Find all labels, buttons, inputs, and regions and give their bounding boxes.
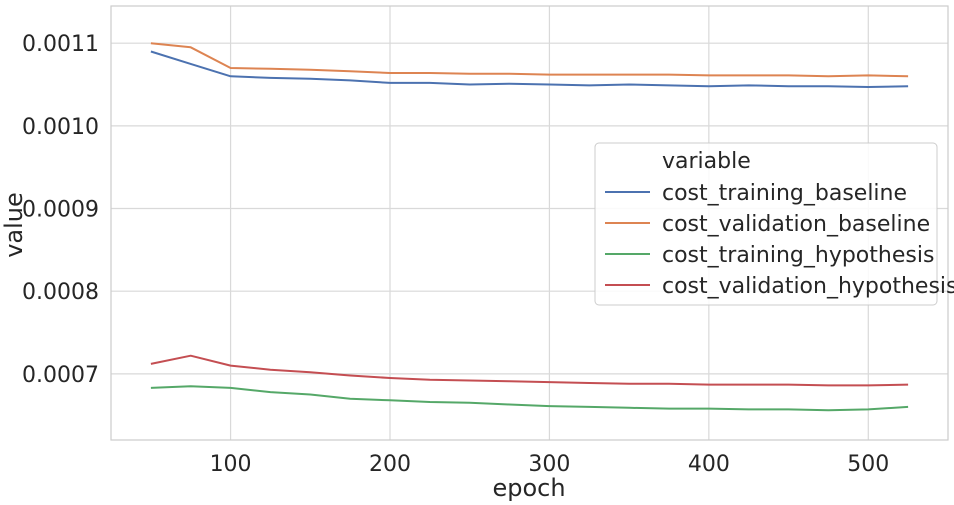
- legend-entry: cost_training_baseline: [662, 181, 907, 206]
- series-line-cost-training-hypothesis: [150, 385, 909, 412]
- y-tick-label: 0.0007: [22, 363, 99, 388]
- legend-entry: cost_training_hypothesis: [662, 243, 934, 268]
- series-line-cost-validation-hypothesis: [150, 354, 909, 387]
- legend: variable cost_training_baseline cost_vali…: [594, 142, 954, 306]
- legend-title: variable: [662, 149, 751, 174]
- y-tick-label: 0.0008: [22, 280, 99, 305]
- x-tick-label: 500: [847, 452, 889, 477]
- x-tick-label: 100: [210, 452, 252, 477]
- series-line-cost-training-baseline: [150, 50, 909, 88]
- y-tick-labels: 0.0007 0.0008 0.0009 0.0010 0.0011: [22, 32, 99, 388]
- series-lines: [150, 42, 909, 412]
- x-tick-label: 300: [528, 452, 570, 477]
- x-tick-label: 400: [688, 452, 730, 477]
- x-tick-label: 200: [369, 452, 411, 477]
- x-tick-labels: 100 200 300 400 500: [210, 452, 890, 477]
- legend-box: [594, 142, 938, 306]
- y-axis-label: value: [0, 192, 28, 258]
- y-tick-label: 0.0011: [22, 32, 99, 57]
- legend-entry: cost_validation_baseline: [662, 212, 930, 237]
- y-tick-label: 0.0010: [22, 115, 99, 140]
- plot-frame: [110, 5, 949, 441]
- x-axis-label: epoch: [492, 474, 565, 502]
- legend-entry: cost_validation_hypothesis: [662, 274, 954, 299]
- y-tick-label: 0.0009: [22, 198, 99, 223]
- series-line-cost-validation-baseline: [150, 42, 909, 78]
